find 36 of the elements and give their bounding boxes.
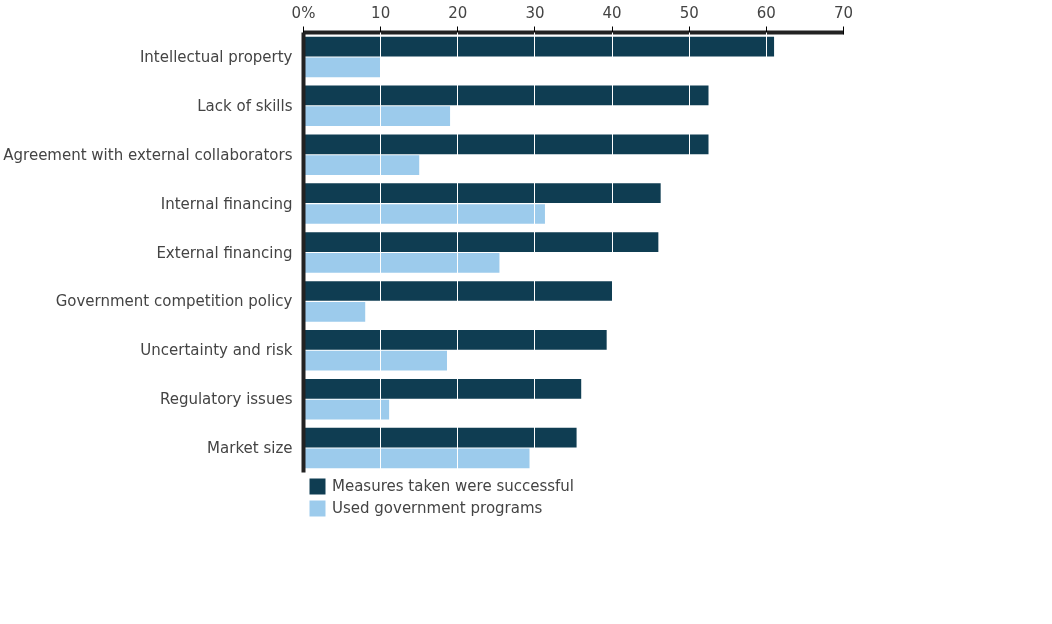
bar: [303, 85, 709, 106]
y-tick-label: Intellectual property: [139, 47, 293, 66]
legend-label: Measures taken were successful: [332, 477, 575, 495]
bar: [303, 183, 661, 204]
bar: [303, 204, 545, 224]
x-tick-label: 60: [756, 3, 776, 22]
y-tick-label: Market size: [207, 439, 293, 458]
bar: [303, 57, 381, 78]
y-tick-label: Regulatory issues: [159, 390, 293, 409]
x-tick-label: 10: [371, 3, 391, 22]
bar: [303, 350, 447, 371]
bar: [303, 448, 530, 469]
bar: [303, 232, 659, 252]
y-tick-label: Uncertainty and risk: [140, 341, 293, 360]
bar: [303, 330, 607, 350]
bar: [303, 399, 390, 420]
bar: [303, 134, 709, 155]
x-tick-label: 50: [679, 3, 699, 22]
bar: [303, 427, 577, 448]
bar: [303, 106, 451, 127]
y-tick-label: Internal financing: [160, 194, 293, 213]
y-tick-label: Agreement with external collaborators: [3, 145, 293, 164]
x-tick-label: 70: [833, 3, 854, 22]
bar: [303, 281, 613, 301]
y-tick-label: Government competition policy: [55, 292, 293, 311]
x-tick-label: 30: [525, 3, 545, 22]
legend-label: Used government programs: [332, 499, 543, 517]
x-tick-label: 40: [602, 3, 622, 22]
y-tick-label: External financing: [156, 243, 293, 262]
bar: [303, 378, 582, 399]
bar: [303, 301, 366, 322]
x-tick-label: 0%: [291, 3, 316, 22]
y-tick-label: Lack of skills: [197, 96, 293, 115]
bar: [303, 155, 420, 175]
bar: [303, 253, 500, 273]
x-tick-label: 20: [448, 3, 468, 22]
